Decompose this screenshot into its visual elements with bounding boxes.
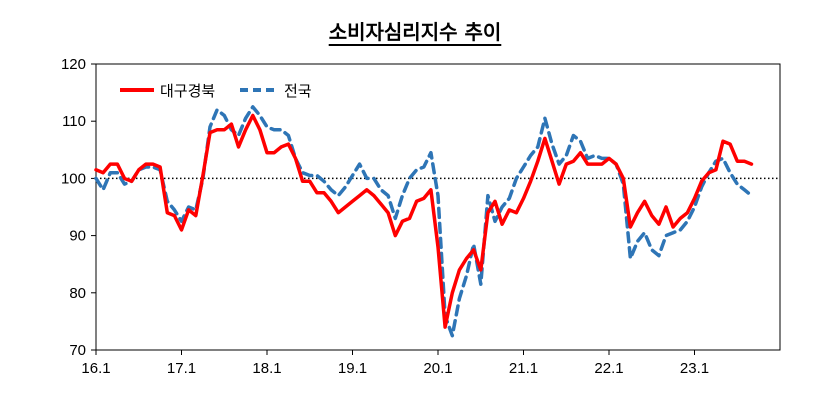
x-axis: 16.1 17.1 18.1 19.1 20.1 21.1 22.1 23.1 xyxy=(81,350,709,377)
y-tick-label: 110 xyxy=(62,113,86,130)
x-tick-label: 20.1 xyxy=(423,360,452,377)
x-tick-label: 16.1 xyxy=(81,360,110,377)
series-line-daegu-gyeongbuk xyxy=(94,113,754,329)
series-layer xyxy=(94,105,754,338)
x-tick-label: 22.1 xyxy=(594,360,623,377)
x-tick-label: 17.1 xyxy=(167,360,196,377)
y-tick-label: 80 xyxy=(69,285,86,302)
legend-label-national: 전국 xyxy=(284,82,312,100)
y-tick-label: 100 xyxy=(61,170,86,187)
legend-label-daegu: 대구경북 xyxy=(160,82,215,100)
chart-title: 소비자심리지수 추이 xyxy=(328,20,502,44)
x-tick-label: 18.1 xyxy=(252,360,281,377)
legend: 대구경북 전국 xyxy=(120,82,312,100)
x-tick-label: 23.1 xyxy=(680,360,709,377)
y-tick-label: 120 xyxy=(61,56,86,73)
y-axis: 120 110 100 90 80 70 xyxy=(61,56,96,359)
y-tick-label: 90 xyxy=(69,228,86,245)
x-tick-label: 21.1 xyxy=(509,360,538,377)
y-tick-label: 70 xyxy=(69,342,86,359)
x-tick-label: 19.1 xyxy=(338,360,367,377)
